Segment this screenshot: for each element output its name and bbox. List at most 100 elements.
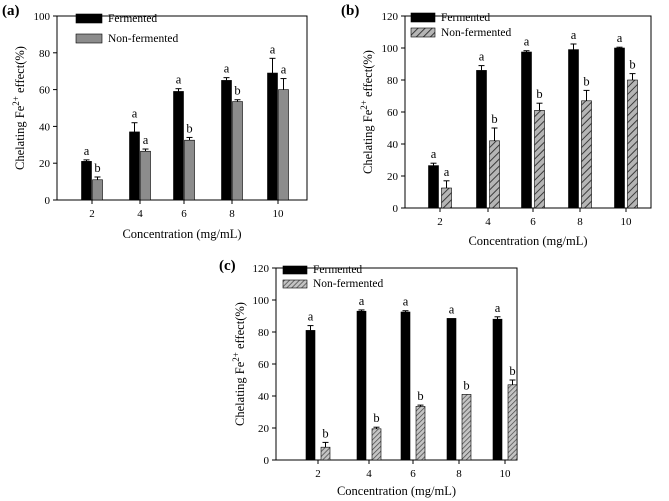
bar-fermented-6 xyxy=(173,91,184,201)
bar-fermented-8 xyxy=(568,49,579,209)
bar-non-fermented-6 xyxy=(184,139,195,201)
bar-non-fermented-2 xyxy=(92,179,103,201)
significance-label: a xyxy=(403,295,409,309)
significance-label: a xyxy=(479,50,485,64)
bar-fermented-6 xyxy=(400,311,411,461)
y-tick-label: 60 xyxy=(39,85,51,97)
x-tick-label: 4 xyxy=(485,216,491,228)
y-axis-label: Chelating Fe2+ effect(%) xyxy=(359,50,375,174)
x-tick-label: 8 xyxy=(456,468,462,480)
significance-label: a xyxy=(524,35,530,49)
x-tick-label: 10 xyxy=(500,468,512,480)
bar-fermented-10 xyxy=(267,72,278,201)
legend-swatch xyxy=(282,265,308,275)
significance-label: a xyxy=(176,73,182,87)
x-tick-label: 6 xyxy=(181,208,187,220)
bar-non-fermented-10 xyxy=(507,384,518,461)
significance-label: a xyxy=(308,310,314,324)
x-tick-label: 4 xyxy=(137,208,143,220)
legend-swatch xyxy=(75,33,103,44)
x-tick-label: 8 xyxy=(577,216,583,228)
y-tick-label: 100 xyxy=(382,43,399,55)
y-axis-label: Chelating Fe2+ effect(%) xyxy=(11,46,27,170)
legend-swatch xyxy=(75,13,103,24)
bar-non-fermented-10 xyxy=(627,79,638,209)
significance-label: a xyxy=(495,301,501,315)
significance-label: b xyxy=(186,121,192,135)
legend-label: Fermented xyxy=(108,13,157,25)
panel-label: (b) xyxy=(341,3,359,19)
significance-label: b xyxy=(583,74,589,88)
bar-fermented-2 xyxy=(428,165,439,209)
significance-label: b xyxy=(629,58,635,72)
x-tick-label: 2 xyxy=(89,208,95,220)
legend-label: Non-fermented xyxy=(313,278,383,290)
bar-fermented-2 xyxy=(81,161,92,201)
significance-label: b xyxy=(463,378,469,392)
significance-label: b xyxy=(373,411,379,425)
bar-non-fermented-4 xyxy=(489,140,500,209)
significance-label: a xyxy=(359,294,365,308)
significance-label: a xyxy=(281,63,287,77)
bar-non-fermented-2 xyxy=(441,187,452,209)
bar-fermented-4 xyxy=(476,70,487,209)
chart-panel-3: (c) 0 20 40 60 80 100 120 2 4 6 8 10 a a a a a b b b b b Fermen… xyxy=(219,258,518,498)
y-tick-label: 120 xyxy=(382,11,399,23)
significance-label: b xyxy=(491,112,497,126)
x-tick-label: 2 xyxy=(437,216,443,228)
significance-label: a xyxy=(143,133,149,147)
x-tick-label: 10 xyxy=(273,208,285,220)
legend-label: Fermented xyxy=(441,12,490,24)
panel-label: (c) xyxy=(219,258,236,274)
y-tick-label: 60 xyxy=(387,107,399,119)
bar-non-fermented-6 xyxy=(415,406,426,461)
y-tick-label: 0 xyxy=(264,455,270,467)
significance-label: b xyxy=(322,426,328,440)
y-tick-label: 40 xyxy=(39,121,51,133)
legend-swatch xyxy=(410,27,436,38)
significance-label: b xyxy=(417,389,423,403)
y-tick-label: 20 xyxy=(258,423,270,435)
significance-label: a xyxy=(444,165,450,179)
significance-label: a xyxy=(132,107,138,121)
bar-fermented-10 xyxy=(614,47,625,209)
y-tick-label: 80 xyxy=(39,48,51,60)
bar-fermented-4 xyxy=(129,131,140,201)
x-tick-label: 6 xyxy=(530,216,536,228)
y-tick-label: 20 xyxy=(387,171,399,183)
x-axis-label: Concentration (mg/mL) xyxy=(337,484,456,498)
y-tick-label: 20 xyxy=(39,158,51,170)
bar-fermented-10 xyxy=(492,318,503,461)
bar-fermented-4 xyxy=(356,310,367,461)
y-tick-label: 80 xyxy=(258,327,270,339)
x-axis-label: Concentration (mg/mL) xyxy=(122,227,241,241)
legend-label: Fermented xyxy=(313,264,362,276)
bar-non-fermented-8 xyxy=(461,394,472,461)
bar-fermented-8 xyxy=(446,318,457,461)
significance-label: b xyxy=(509,364,515,378)
significance-label: a xyxy=(270,42,276,56)
x-tick-label: 6 xyxy=(410,468,416,480)
bar-non-fermented-8 xyxy=(232,101,243,201)
x-tick-label: 10 xyxy=(621,216,633,228)
significance-label: a xyxy=(84,144,90,158)
x-axis-label: Concentration (mg/mL) xyxy=(468,234,587,248)
bar-non-fermented-2 xyxy=(320,446,331,461)
legend-label: Non-fermented xyxy=(108,33,178,45)
significance-label: b xyxy=(94,161,100,175)
bar-fermented-8 xyxy=(221,80,232,201)
significance-label: a xyxy=(571,28,577,42)
legend-swatch xyxy=(410,12,436,23)
x-tick-label: 8 xyxy=(229,208,235,220)
bar-non-fermented-8 xyxy=(581,100,592,209)
legend-swatch xyxy=(282,279,308,289)
legend-label: Non-fermented xyxy=(441,27,511,39)
y-tick-label: 120 xyxy=(253,263,270,275)
significance-label: b xyxy=(536,87,542,101)
significance-label: a xyxy=(431,147,437,161)
y-tick-label: 100 xyxy=(253,295,270,307)
bar-non-fermented-4 xyxy=(140,150,151,201)
